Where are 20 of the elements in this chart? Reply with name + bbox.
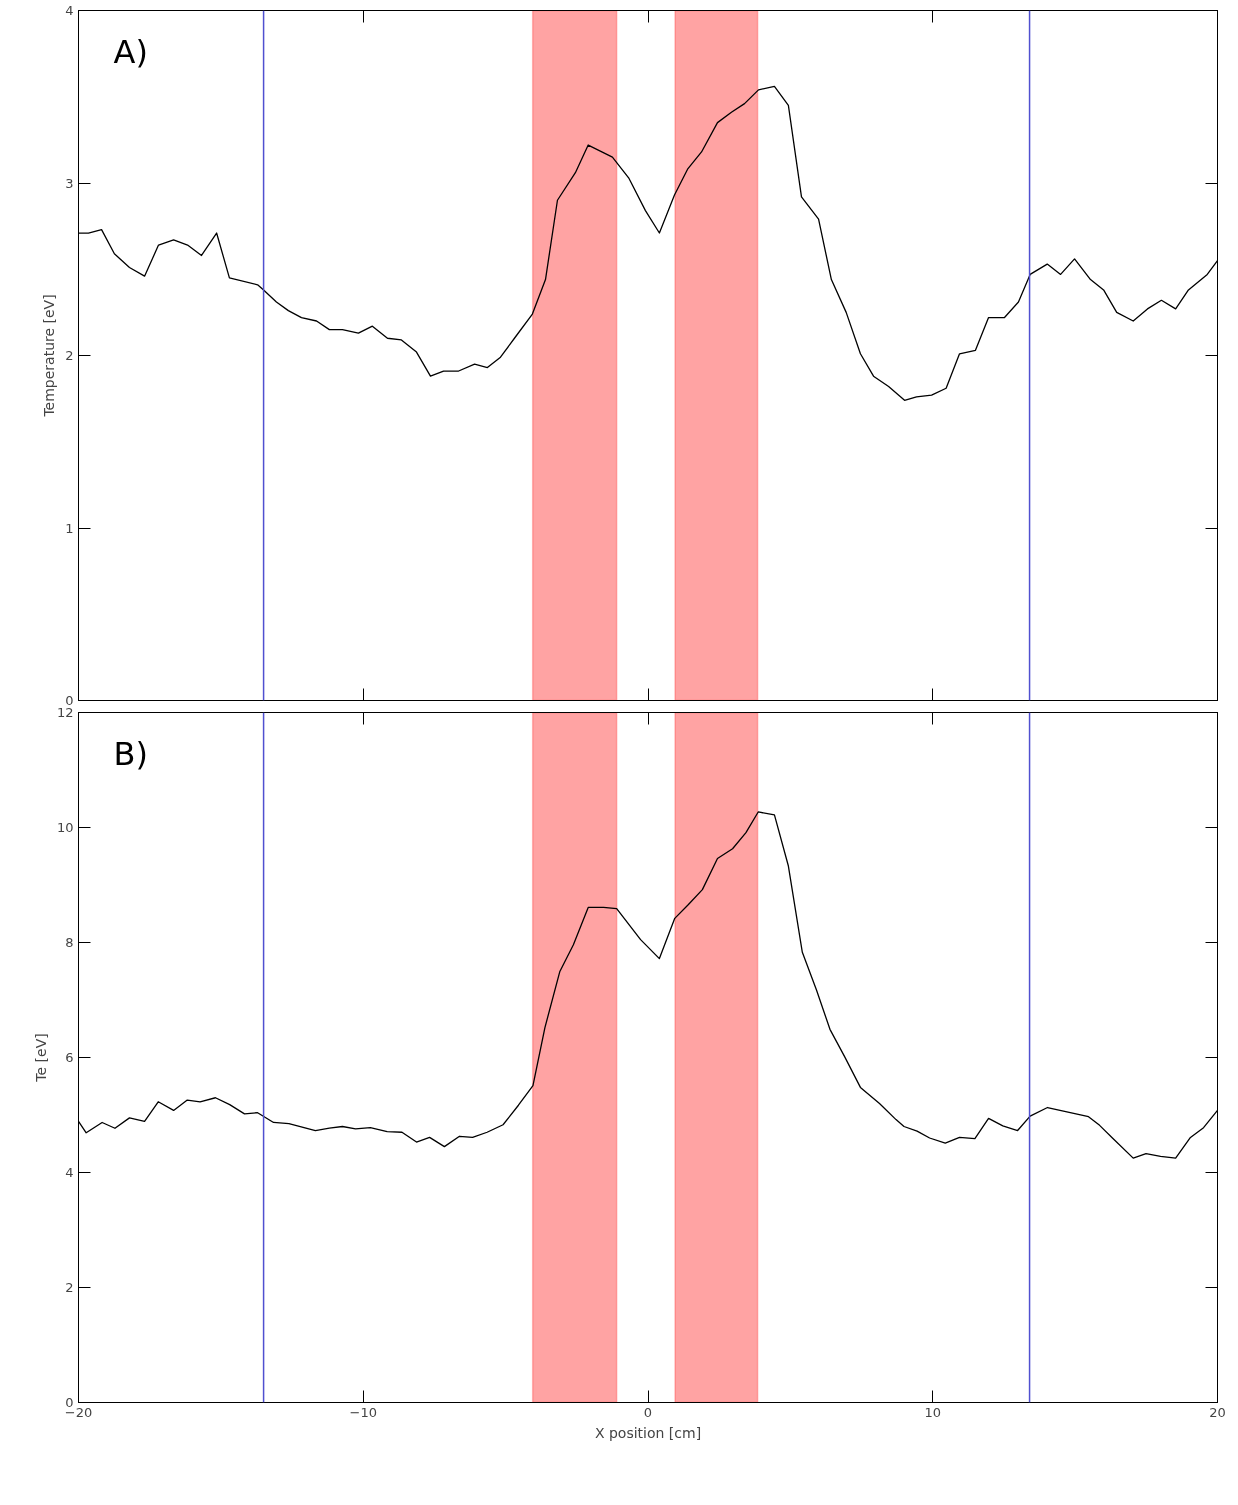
y-tick-label: 6 — [65, 1050, 74, 1065]
annotation: A) — [113, 32, 148, 71]
x-tick-label: 0 — [643, 1404, 653, 1420]
y-tick-label: 3 — [65, 175, 74, 191]
x-tick-label: 10 — [924, 1404, 942, 1420]
y-tick-label: 2 — [65, 1280, 74, 1295]
y-axis-title: Temperature [eV] — [41, 294, 58, 418]
y-tick-label: 0 — [65, 693, 74, 708]
y-tick-label: 12 — [56, 705, 74, 720]
y-tick-label: 4 — [65, 3, 74, 18]
y-axis-title: Te [eV] — [32, 1033, 49, 1083]
y-tick-label: 2 — [65, 348, 74, 363]
y-tick-label: 4 — [65, 1165, 74, 1180]
x-tick-label: −10 — [349, 1404, 377, 1420]
annotation: B) — [113, 734, 148, 773]
x-axis-title: X position [cm] — [594, 1424, 702, 1441]
y-tick-label: 8 — [65, 935, 74, 950]
x-tick-label: 20 — [1209, 1404, 1226, 1420]
y-tick-label: 10 — [56, 820, 74, 835]
y-tick-label: 1 — [65, 520, 74, 536]
